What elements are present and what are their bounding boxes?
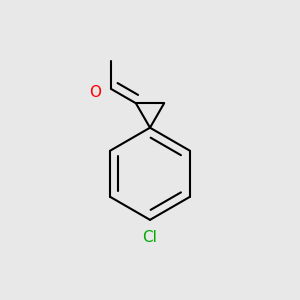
Text: Cl: Cl — [142, 230, 158, 245]
Text: O: O — [89, 85, 101, 100]
